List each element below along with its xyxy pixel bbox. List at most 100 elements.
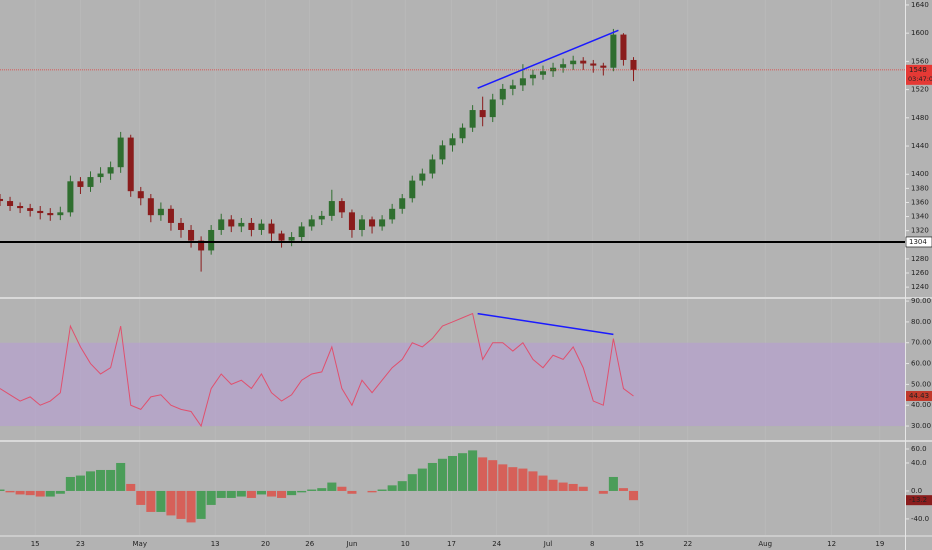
candle-body [449,138,456,146]
y-tick-label: 1380 [911,184,929,192]
rsi-line [0,312,634,428]
last-value-tag: -13.2 [909,496,927,504]
candle-body [188,229,195,241]
candle-body [519,78,526,86]
histogram-bar [236,490,246,497]
y-tick-label: 1280 [911,255,929,263]
histogram-bar [508,467,518,491]
histogram-bar [518,468,528,491]
histogram-bar [307,489,317,491]
histogram-bar [96,469,106,491]
candle-body [127,137,134,192]
histogram-bar [347,490,357,494]
candle-body [560,64,567,68]
candle-body [77,181,84,187]
histogram-bar [608,476,618,491]
histogram-bar [55,490,65,494]
x-tick-label: 22 [683,540,692,548]
y-tick-label: -40.0 [911,515,929,523]
candle-body [298,226,305,238]
histogram-bar [75,475,85,491]
candle-body [258,223,265,230]
histogram-bar [136,490,146,505]
candle-body [67,181,74,213]
histogram-bar [206,490,216,505]
histogram-bar [226,490,236,498]
candle-body [198,240,205,251]
candle-body [439,145,446,160]
candle-body [379,219,386,227]
histogram-bar [568,483,578,491]
histogram-bar [447,455,458,491]
candle-body [529,74,536,79]
candle-body [228,219,235,227]
histogram-bar [297,490,307,493]
y-tick-label: 1360 [911,198,929,206]
histogram-bar [277,490,287,498]
histogram-bar [5,490,15,493]
y-tick-label: 60.0 [911,445,927,453]
candle-body [208,229,215,251]
y-tick-label: 90.00 [911,297,931,305]
histogram-bar [528,471,538,491]
histogram-bar [437,458,447,491]
histogram-bar [246,490,256,498]
candle-body [358,219,366,230]
candle-body [157,208,164,216]
histogram-bar [15,490,25,495]
histogram-bar [166,490,176,516]
candle-body [117,137,124,168]
histogram-bar [367,490,377,493]
y-tick-label: 1400 [911,170,929,178]
candle-body [167,208,174,223]
histogram-bar [65,476,75,491]
candle-body [177,222,185,230]
y-tick-label: 60.00 [911,360,931,368]
y-tick-label: 80.00 [911,318,931,326]
histogram-bar [387,485,397,491]
histogram-bar [287,490,297,496]
candle-body [580,60,587,64]
histogram-bar [196,490,206,519]
candle-body [328,201,335,216]
candle-body [268,223,275,234]
histogram-bar [628,490,639,501]
histogram-bar [618,488,628,491]
histogram-bar [337,486,347,491]
candle-body [600,65,607,68]
histogram-bar [377,489,387,491]
histogram-bar [266,490,277,497]
candle-body [570,60,577,65]
candle-body [499,88,506,100]
histogram-bar [45,490,55,497]
last-value-tag-bg [906,495,932,506]
histogram-bar [538,475,548,491]
candle-body [147,198,154,216]
y-tick-label: 1440 [911,142,929,150]
histogram-bar [468,450,478,491]
x-tick-label: 10 [401,540,410,548]
x-tick-label: 24 [492,540,501,548]
candle-body [87,177,94,187]
histogram-bar [106,469,116,491]
candle-body [419,173,426,181]
x-tick-label: 15 [31,540,40,548]
x-tick-label: Jul [543,540,553,548]
histogram-bar [407,474,417,491]
x-tick-label: Aug [758,540,772,548]
candle-body [489,99,496,118]
histogram-bar [85,471,96,491]
candle-body [348,212,355,230]
x-tick-label: 15 [635,540,644,548]
x-tick-label: 20 [261,540,270,548]
last-price-tag-bg [906,64,932,85]
x-tick-label: 23 [76,540,85,548]
candle-body [17,205,24,209]
histogram-bar [256,490,266,495]
x-tick-label: 19 [875,540,884,548]
candle-body [308,219,315,227]
y-tick-label: 1340 [911,213,929,221]
candle-body [389,208,396,220]
candle-body [630,59,637,70]
candle-body [7,201,14,206]
